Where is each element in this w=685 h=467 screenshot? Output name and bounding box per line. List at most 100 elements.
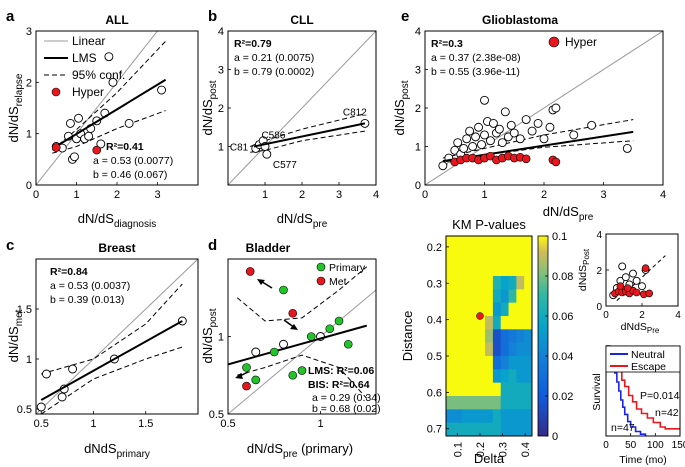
km-heatmap-panel: KM P-values 0.1 0.2 0.3 0.4 0.2 0.3 0.4 0.5 0.6 0… <box>400 217 573 466</box>
e-ytick-label: 0 <box>415 180 421 192</box>
km-cell <box>469 262 478 277</box>
c-data-point <box>36 402 46 412</box>
m-ytick-label: 0 <box>596 302 602 313</box>
km-cell <box>508 369 517 384</box>
km-cell <box>524 316 533 330</box>
e-hyper-point <box>521 154 531 164</box>
e-data-point <box>494 124 504 134</box>
km-cell <box>500 342 510 357</box>
b-xtick-label: 3 <box>336 189 342 201</box>
c-xtick-label: 1 <box>90 418 96 430</box>
a-lms-line <box>53 78 167 149</box>
km-cell <box>516 342 525 357</box>
km-cell <box>516 409 525 424</box>
arrow-1-head <box>257 279 265 285</box>
panel-c-xlabel: dNdSprimary <box>84 441 150 460</box>
survival-pvalue: P=0.014 <box>640 390 680 402</box>
legend-primary-marker <box>316 262 326 272</box>
e-data-point <box>497 138 507 148</box>
a-data-point <box>104 52 114 62</box>
km-cell <box>485 249 494 264</box>
panel-a-r2: R²=0.41 <box>106 141 144 153</box>
e-data-point <box>545 122 555 132</box>
km-cell <box>492 329 502 344</box>
km-cell <box>485 369 494 384</box>
km-cell <box>485 316 494 330</box>
panel-a-xlabel: dN/dSdiagnosis <box>78 211 156 230</box>
e-data-point <box>488 118 498 128</box>
km-cell <box>461 316 470 330</box>
panel-a-legend: Linear LMS 95% conf. Hyper <box>44 34 125 99</box>
d-ci-lower <box>237 354 368 399</box>
km-cell <box>461 356 470 370</box>
panel-e-r2: R²=0.3 <box>431 38 463 50</box>
km-cell <box>453 289 463 304</box>
km-cell <box>500 409 510 424</box>
km-cell <box>461 276 470 290</box>
panel-e-xlabel: dN/dSpre <box>543 204 594 223</box>
a-xtick-label: 3 <box>154 189 160 201</box>
km-cell <box>524 342 533 357</box>
km-cell <box>446 289 455 304</box>
e-plot-area <box>425 31 663 185</box>
km-cell <box>508 422 517 437</box>
km-cell <box>500 276 510 290</box>
d-data-point <box>279 339 288 349</box>
km-cell <box>485 302 494 317</box>
km-colorbar <box>537 235 549 437</box>
a-data-point <box>70 152 79 162</box>
km-cell <box>477 262 486 277</box>
m-xtick-label: 0 <box>603 310 609 321</box>
survival-legend-box <box>605 345 681 373</box>
d-primary-point <box>297 366 307 375</box>
m-ytick-label: 4 <box>596 230 602 241</box>
km-cell <box>446 396 455 410</box>
km-cell <box>469 302 478 317</box>
panel-d-bis-r2: BIS: R²=0.64 <box>308 379 370 391</box>
e-xtick-label: 4 <box>660 189 666 201</box>
km-cell <box>516 276 525 290</box>
km-cell <box>477 302 486 317</box>
mini-xlabel: dNdSPre <box>621 321 660 335</box>
km-cell <box>469 396 478 410</box>
km-cell <box>477 382 486 397</box>
mini-scatter-panel: 0 2 4 0 2 4 dNdSPre dNdSPost <box>577 230 681 335</box>
km-cell <box>446 356 455 370</box>
km-cell <box>492 262 502 277</box>
c-ci-upper <box>41 283 183 375</box>
m-data-point <box>618 262 627 271</box>
km-cell <box>516 289 525 304</box>
panel-d-bladder: d Bladder 0.5 1 0.5 1 dN/dSpre (primary) dN… <box>200 237 381 460</box>
km-cell <box>446 342 455 357</box>
km-cell <box>508 289 517 304</box>
survival-xtick-label: 100 <box>647 440 664 451</box>
e-data-point <box>477 140 486 150</box>
arrow-3-head <box>235 373 243 379</box>
d-primary-point <box>279 285 288 295</box>
c-ci-lower <box>40 346 183 414</box>
km-cell <box>508 302 517 317</box>
e-data-point <box>521 115 531 125</box>
km-cell <box>469 342 478 357</box>
km-cell <box>477 342 486 357</box>
km-cell <box>524 236 533 250</box>
km-cell <box>446 422 455 437</box>
panel-d-coef-a: a = 0.29 (0.34) <box>312 392 381 404</box>
km-cell <box>492 249 502 264</box>
km-cell <box>500 356 510 370</box>
km-cell <box>492 409 502 424</box>
panel-letter-d: d <box>208 237 217 254</box>
c-plot-area <box>36 259 198 414</box>
e-ytick-label: 4 <box>415 26 421 38</box>
b-lms-line <box>253 122 366 148</box>
km-cell <box>453 249 463 264</box>
km-cell <box>524 262 533 277</box>
panel-d-legend: Primary Met <box>316 262 366 288</box>
panel-d-arrows <box>235 279 298 379</box>
a-data-point <box>65 118 75 128</box>
km-cell <box>508 262 517 277</box>
km-cell <box>524 369 533 384</box>
m-data-point <box>629 269 637 278</box>
km-xtick-label: 0.1 <box>452 442 464 457</box>
km-cell <box>446 262 455 277</box>
